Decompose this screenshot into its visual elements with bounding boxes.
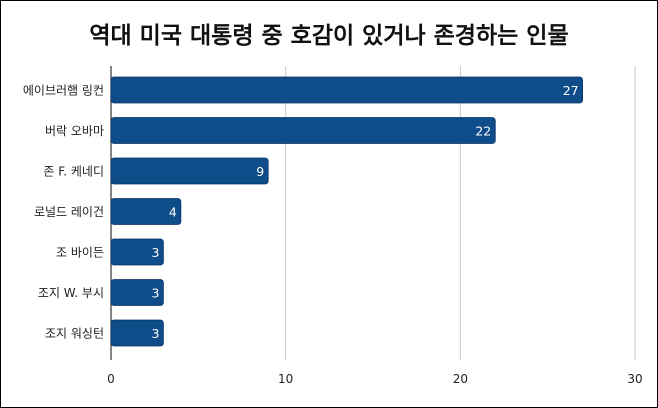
bar [110,157,269,185]
x-tick-label: 10 [278,372,293,386]
value-label: 3 [151,245,159,260]
bar [110,319,164,347]
bar [110,198,182,225]
category-label: 조지 W. 부시 [38,286,104,300]
category-label: 로널드 레이건 [34,205,104,219]
value-label: 22 [475,124,491,139]
value-label: 3 [151,326,159,341]
x-tick-label: 0 [107,372,115,386]
value-label: 3 [151,286,159,301]
category-label: 버락 오바마 [45,124,104,138]
bar [110,279,164,306]
bars [110,76,584,347]
labels: 0 10 20 30 에이브러햄 링컨 27 버락 오바마 22 존 F. 케네디 9 로널드 레이… [23,83,643,386]
bar [110,117,496,144]
bar [110,76,584,104]
category-label: 조 바이든 [56,246,104,260]
chart-title: 역대 미국 대통령 중 호감이 있거나 존경하는 인물 [89,23,569,49]
value-label: 9 [256,164,264,179]
value-label: 27 [563,83,579,98]
category-label: 존 F. 케네디 [43,165,104,179]
bar [110,238,164,266]
x-tick-label: 20 [453,372,468,386]
category-label: 에이브러햄 링컨 [23,84,104,98]
category-label: 조지 워싱턴 [45,327,104,341]
grid-lines [110,66,636,360]
x-tick-label: 30 [627,372,642,386]
value-label: 4 [169,205,177,220]
